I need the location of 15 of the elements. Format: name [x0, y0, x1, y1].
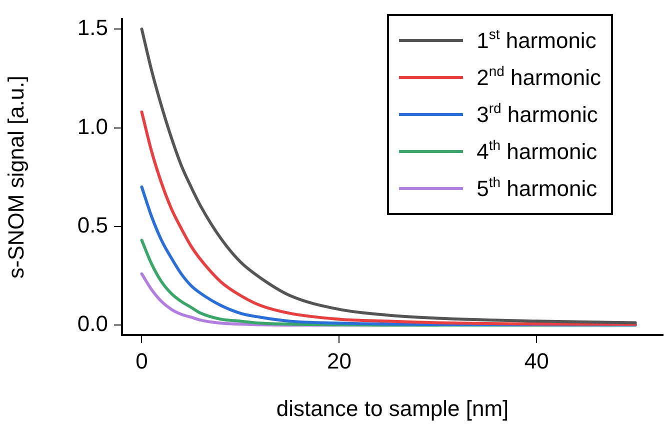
legend-label: 4$^{th}$ harmonic [476, 136, 598, 164]
y-tick-label: 1.0 [77, 114, 108, 139]
y-tick-label: 0.0 [77, 311, 108, 336]
legend-label: 2$^{nd}$ harmonic [476, 62, 601, 90]
x-tick-label: 0 [136, 348, 148, 374]
x-tick-label: 40 [524, 348, 549, 374]
x-axis-title: distance to sample [nm] [276, 396, 509, 421]
y-tick-label: 0.5 [77, 212, 108, 238]
x-tick-label: 20 [326, 348, 352, 374]
y-axis-title: s-SNOM signal [a.u.] [3, 76, 28, 279]
legend-label: 5$^{th}$ harmonic [476, 174, 598, 202]
legend-label: 1$^{st}$ harmonic [476, 26, 596, 54]
legend-label: 3$^{rd}$ harmonic [476, 100, 598, 128]
line-series [140, 28, 637, 324]
y-tick-label: 1.5 [77, 15, 108, 40]
